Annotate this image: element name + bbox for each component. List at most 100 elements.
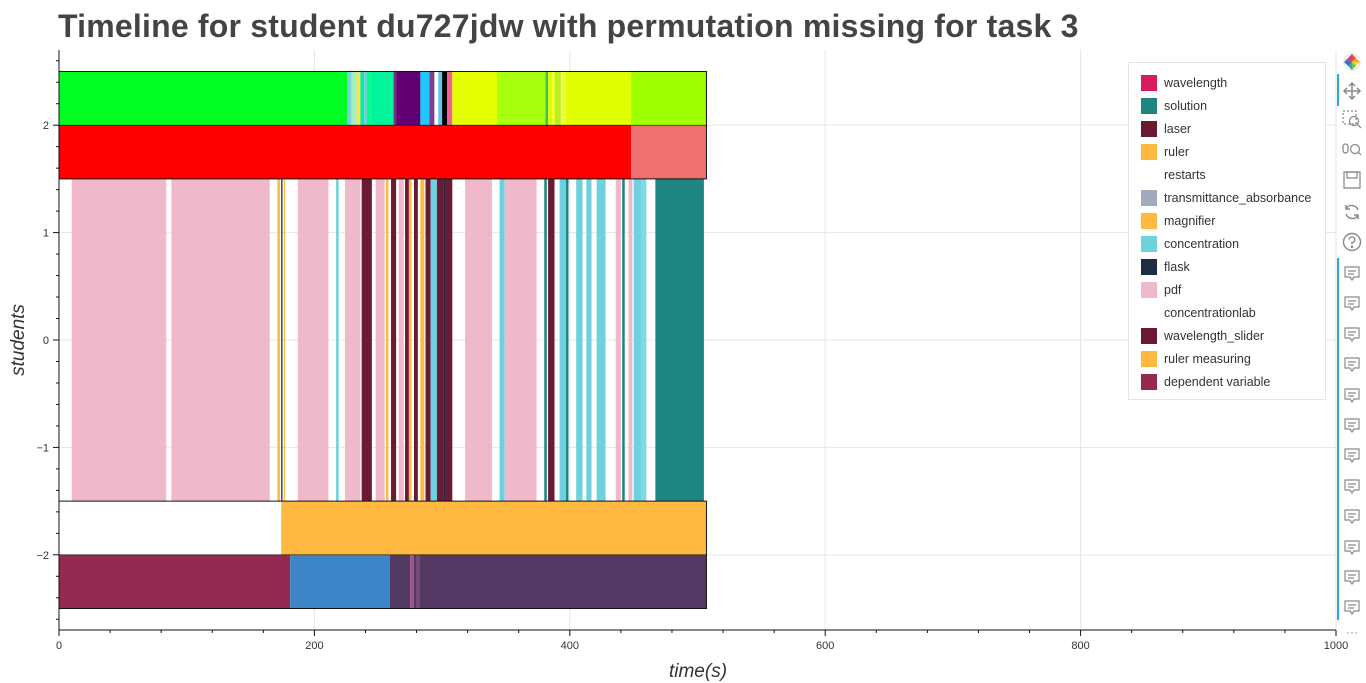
timeline-bar-row2-seg11[interactable]	[391, 178, 397, 502]
legend-item-12[interactable]: ruler measuring	[1129, 347, 1325, 370]
timeline-bar-row2-seg18[interactable]	[430, 178, 437, 502]
timeline-bar-row2-seg27[interactable]	[559, 178, 566, 502]
timeline-bar-row2-seg2[interactable]	[277, 178, 280, 502]
timeline-bar-row0-seg2[interactable]	[351, 71, 357, 126]
timeline-bar-row2-seg29[interactable]	[576, 178, 583, 502]
timeline-bar-row2-seg33[interactable]	[622, 178, 625, 502]
timeline-bar-row2-seg19[interactable]	[436, 178, 444, 502]
timeline-bar-row4-seg5[interactable]	[416, 554, 420, 609]
timeline-bar-row2-seg14[interactable]	[408, 178, 412, 502]
timeline-bar-row2-seg31[interactable]	[596, 178, 606, 502]
timeline-bar-row2-seg16[interactable]	[420, 178, 425, 502]
hover-tool-icon[interactable]	[1340, 384, 1364, 408]
timeline-bar-row0-seg0[interactable]	[59, 71, 348, 126]
help-tool-icon[interactable]	[1340, 230, 1364, 254]
legend-item-13[interactable]: dependent variable	[1129, 370, 1325, 393]
timeline-bar-row3-seg0[interactable]	[281, 501, 707, 555]
timeline-bar-row0-seg3[interactable]	[356, 71, 361, 126]
reset-tool-icon[interactable]	[1340, 200, 1364, 224]
timeline-bar-row2-seg21[interactable]	[445, 178, 453, 502]
hover-tool-icon[interactable]	[1340, 353, 1364, 377]
legend-item-10[interactable]: concentrationlab	[1129, 301, 1325, 324]
timeline-bar-row4-seg0[interactable]	[59, 554, 291, 609]
timeline-bar-row2-seg6[interactable]	[336, 178, 339, 502]
timeline-bar-row2-seg25[interactable]	[544, 178, 547, 502]
hover-tool-icon[interactable]	[1340, 566, 1364, 590]
timeline-bar-row2-seg4[interactable]	[283, 178, 286, 502]
timeline-bar-row2-seg32[interactable]	[615, 178, 621, 502]
timeline-bar-row2-seg30[interactable]	[586, 178, 592, 502]
timeline-bar-row0-seg17[interactable]	[497, 71, 546, 126]
timeline-bar-row0-seg24[interactable]	[631, 71, 707, 126]
timeline-bar-row0-seg5[interactable]	[364, 71, 367, 126]
timeline-bar-row0-seg9[interactable]	[396, 71, 421, 126]
timeline-bar-row4-seg3[interactable]	[410, 554, 415, 609]
timeline-bar-row2-seg3[interactable]	[281, 178, 283, 502]
toolbar-more-icon[interactable]: ···	[1346, 625, 1358, 639]
timeline-bar-row0-seg22[interactable]	[560, 71, 566, 126]
timeline-bar-row2-seg23[interactable]	[499, 178, 505, 502]
timeline-bar-row2-seg17[interactable]	[425, 178, 431, 502]
legend-item-4[interactable]: restarts	[1129, 163, 1325, 186]
timeline-bar-row2-seg13[interactable]	[405, 178, 409, 502]
timeline-bar-row4-seg4[interactable]	[414, 554, 417, 609]
legend-item-3[interactable]: ruler	[1129, 140, 1325, 163]
timeline-bar-row0-seg6[interactable]	[366, 71, 371, 126]
timeline-bar-row2-seg5[interactable]	[297, 178, 329, 502]
timeline-bar-row2-seg24[interactable]	[504, 178, 537, 502]
timeline-bar-row2-seg37[interactable]	[655, 178, 704, 502]
legend-item-2[interactable]: laser	[1129, 117, 1325, 140]
timeline-bar-row0-seg15[interactable]	[447, 71, 453, 126]
timeline-bar-row2-seg20[interactable]	[443, 178, 446, 502]
hover-tool-icon[interactable]	[1340, 414, 1364, 438]
legend-item-9[interactable]: pdf	[1129, 278, 1325, 301]
timeline-bar-row2-seg10[interactable]	[385, 178, 389, 502]
timeline-bar-row0-seg12[interactable]	[434, 71, 439, 126]
timeline-bar-row0-seg13[interactable]	[438, 71, 443, 126]
hover-tool-icon[interactable]	[1340, 292, 1364, 316]
timeline-bar-row1-seg1[interactable]	[631, 125, 707, 179]
timeline-bar-row0-seg19[interactable]	[548, 71, 552, 126]
save-tool-icon[interactable]	[1340, 168, 1364, 192]
legend-item-5[interactable]: transmittance_absorbance	[1129, 186, 1325, 209]
timeline-bar-row4-seg1[interactable]	[290, 554, 390, 609]
timeline-bar-row2-seg9[interactable]	[375, 178, 385, 502]
hover-tool-icon[interactable]	[1340, 444, 1364, 468]
timeline-bar-row0-seg4[interactable]	[360, 71, 365, 126]
hover-tool-icon[interactable]	[1340, 262, 1364, 286]
timeline-bar-row0-seg21[interactable]	[554, 71, 561, 126]
timeline-bar-row0-seg8[interactable]	[393, 71, 397, 126]
timeline-bar-row4-seg2[interactable]	[389, 554, 411, 609]
timeline-bar-row0-seg1[interactable]	[347, 71, 352, 126]
hover-tool-icon[interactable]	[1340, 596, 1364, 620]
timeline-bar-row0-seg7[interactable]	[370, 71, 394, 126]
hover-tool-icon[interactable]	[1340, 475, 1364, 499]
legend-item-1[interactable]: solution	[1129, 94, 1325, 117]
hover-tool-icon[interactable]	[1340, 536, 1364, 560]
timeline-bar-row1-seg0[interactable]	[59, 125, 632, 179]
timeline-bar-row2-seg35[interactable]	[633, 178, 642, 502]
timeline-bar-row2-seg8[interactable]	[361, 178, 372, 502]
timeline-bar-row0-seg20[interactable]	[551, 71, 555, 126]
wheel-zoom-tool-icon[interactable]	[1340, 138, 1364, 162]
timeline-bar-row2-seg34[interactable]	[628, 178, 633, 502]
timeline-bar-row2-seg12[interactable]	[398, 178, 404, 502]
hover-tool-icon[interactable]	[1340, 323, 1364, 347]
pan-tool-icon[interactable]	[1340, 79, 1364, 103]
timeline-bar-row2-seg0[interactable]	[71, 178, 167, 502]
timeline-bar-row2-seg22[interactable]	[465, 178, 492, 502]
box-zoom-tool-icon[interactable]	[1340, 108, 1364, 132]
timeline-bar-row2-seg28[interactable]	[565, 178, 569, 502]
hover-tool-icon[interactable]	[1340, 505, 1364, 529]
timeline-bar-row0-seg16[interactable]	[452, 71, 498, 126]
timeline-bar-row4-seg6[interactable]	[419, 554, 707, 609]
timeline-bar-row0-seg14[interactable]	[442, 71, 448, 126]
timeline-bar-row2-seg36[interactable]	[641, 178, 647, 502]
timeline-bar-row2-seg15[interactable]	[414, 178, 418, 502]
timeline-bar-row0-seg18[interactable]	[545, 71, 549, 126]
timeline-bar-row2-seg7[interactable]	[345, 178, 361, 502]
legend-item-8[interactable]: flask	[1129, 255, 1325, 278]
timeline-bar-row2-seg1[interactable]	[171, 178, 270, 502]
timeline-bar-row0-seg10[interactable]	[420, 71, 430, 126]
